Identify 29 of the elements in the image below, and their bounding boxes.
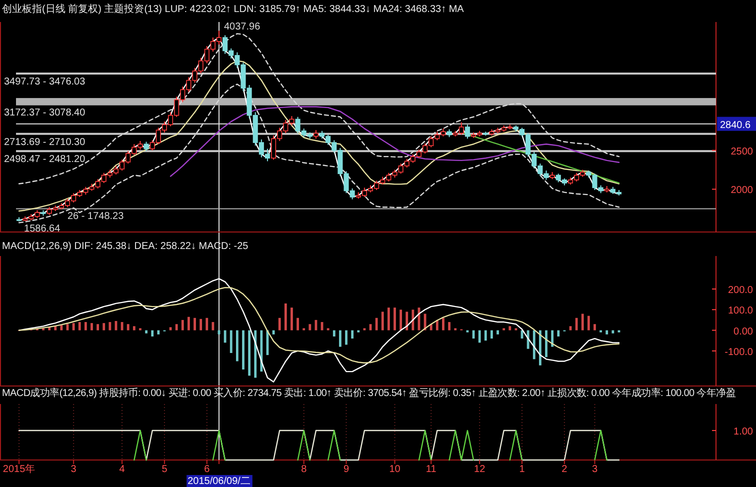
y-tick-label: 0.00 [734, 326, 754, 338]
band-label: 3172.37 - 3078.40 [4, 107, 86, 118]
ref-line-label: 2840.6 [720, 120, 752, 131]
band-label: 2498.47 - 2481.20 [4, 154, 86, 166]
x-tick-label: 6 [204, 464, 210, 475]
x-tick-label: 2015/06/09/二 [188, 476, 250, 487]
x-tick-label: 3 [592, 464, 598, 475]
band-label: 2713.69 - 2710.30 [4, 136, 86, 148]
y-tick-label: 200.0 [728, 285, 754, 296]
x-tick-label: 12 [474, 464, 486, 475]
x-tick-label: 4 [119, 464, 126, 475]
x-tick-label: 10 [389, 464, 401, 475]
x-tick-label: 11 [426, 464, 437, 475]
y-tick-label: -100.0 [724, 346, 754, 358]
x-tick-label: 2015年 [2, 463, 36, 475]
x-tick-label: 2 [562, 464, 568, 475]
band-label: 3497.73 - 3476.03 [4, 76, 86, 88]
y-tick-label: 100.0 [728, 306, 754, 317]
y-tick-label: 2500 [730, 146, 754, 158]
x-tick-label: 3 [70, 464, 77, 475]
x-tick-label: 5 [162, 464, 168, 475]
y-tick-label: 2000 [730, 185, 754, 196]
annotation: 4037.96 [224, 22, 261, 33]
text: 1.00 [734, 426, 754, 438]
x-tick-label: 9 [343, 464, 350, 475]
chart-title: 创业板指(日线 前复权) 主题投资(13) LUP: 4223.02↑ LDN: 3185.79↑ MA5: 3844.33↓ MA24: 3468.33↑ MA [2, 3, 464, 15]
x-tick-label: 1 [519, 464, 526, 475]
x-tick-label: 8 [301, 464, 308, 475]
annotation: 26 - 1748.23 [68, 210, 124, 222]
